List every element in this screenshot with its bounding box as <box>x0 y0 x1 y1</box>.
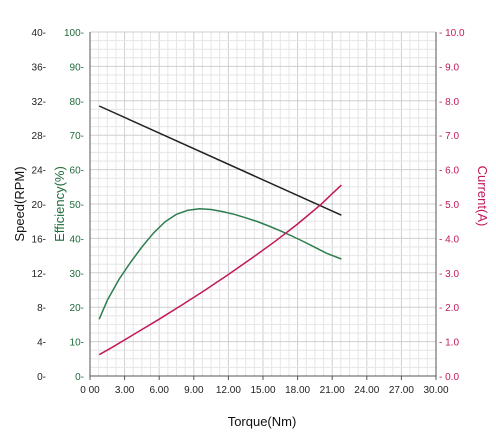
efficiency-tick-label: 20- <box>70 303 84 314</box>
efficiency-tick-label: 100- <box>64 28 84 39</box>
speed-line <box>98 105 342 216</box>
efficiency-tick-label: 0- <box>75 372 84 383</box>
current-tick-label: - 3.0 <box>439 269 459 280</box>
speed-tick-label: 24- <box>32 166 46 177</box>
efficiency-tick-label: 80- <box>70 97 84 108</box>
current-axis-label: Current(A) <box>475 166 490 227</box>
current-tick-label: - 4.0 <box>439 234 459 245</box>
speed-tick-label: 28- <box>32 131 46 142</box>
speed-tick-label: 16- <box>32 234 46 245</box>
efficiency-tick-label: 70- <box>70 131 84 142</box>
current-tick-label: - 0.0 <box>439 372 459 383</box>
speed-tick-label: 20- <box>32 200 46 211</box>
speed-axis-label: Speed(RPM) <box>12 166 27 241</box>
efficiency-tick-label: 60- <box>70 166 84 177</box>
speed-tick-label: 36- <box>32 62 46 73</box>
tick-labels: 0 00 3.00 6.00 9.00 12.00 15.00 18.00 21.00 24.0… <box>32 28 465 396</box>
x-tick-label: 21.00 <box>320 385 345 396</box>
x-tick-label: 3.00 <box>115 385 135 396</box>
x-tick-label: 18.00 <box>285 385 310 396</box>
x-tick-label: 12.00 <box>216 385 241 396</box>
speed-tick-label: 0- <box>37 372 46 383</box>
current-tick-label: - 10.0 <box>439 28 465 39</box>
efficiency-line <box>98 208 342 320</box>
current-line <box>98 184 342 356</box>
x-tick-label: 30.00 <box>423 385 448 396</box>
efficiency-tick-label: 90- <box>70 62 84 73</box>
series-lines <box>98 105 342 356</box>
x-axis-label: Torque(Nm) <box>228 414 297 429</box>
x-tick-label: 0 00 <box>80 385 100 396</box>
x-tick-label: 24.00 <box>354 385 379 396</box>
speed-tick-label: 4- <box>37 338 46 349</box>
x-tick-label: 15.00 <box>250 385 275 396</box>
speed-tick-label: 32- <box>32 97 46 108</box>
speed-tick-label: 12- <box>32 269 46 280</box>
x-tick-label: 9.00 <box>184 385 204 396</box>
current-tick-label: - 9.0 <box>439 62 459 73</box>
x-tick-label: 6.00 <box>149 385 169 396</box>
efficiency-tick-label: 30- <box>70 269 84 280</box>
x-tick-label: 27.00 <box>389 385 414 396</box>
grid <box>89 31 437 377</box>
axes <box>89 32 437 380</box>
speed-tick-label: 8- <box>37 303 46 314</box>
efficiency-axis-label: Efficiency(%) <box>52 166 67 242</box>
current-tick-label: - 7.0 <box>439 131 459 142</box>
current-tick-label: - 8.0 <box>439 97 459 108</box>
current-tick-label: - 5.0 <box>439 200 459 211</box>
efficiency-tick-label: 40- <box>70 234 84 245</box>
current-tick-label: - 6.0 <box>439 166 459 177</box>
efficiency-tick-label: 10- <box>70 338 84 349</box>
current-tick-label: - 2.0 <box>439 303 459 314</box>
speed-tick-label: 40- <box>32 28 46 39</box>
efficiency-tick-label: 50- <box>70 200 84 211</box>
current-tick-label: - 1.0 <box>439 338 459 349</box>
